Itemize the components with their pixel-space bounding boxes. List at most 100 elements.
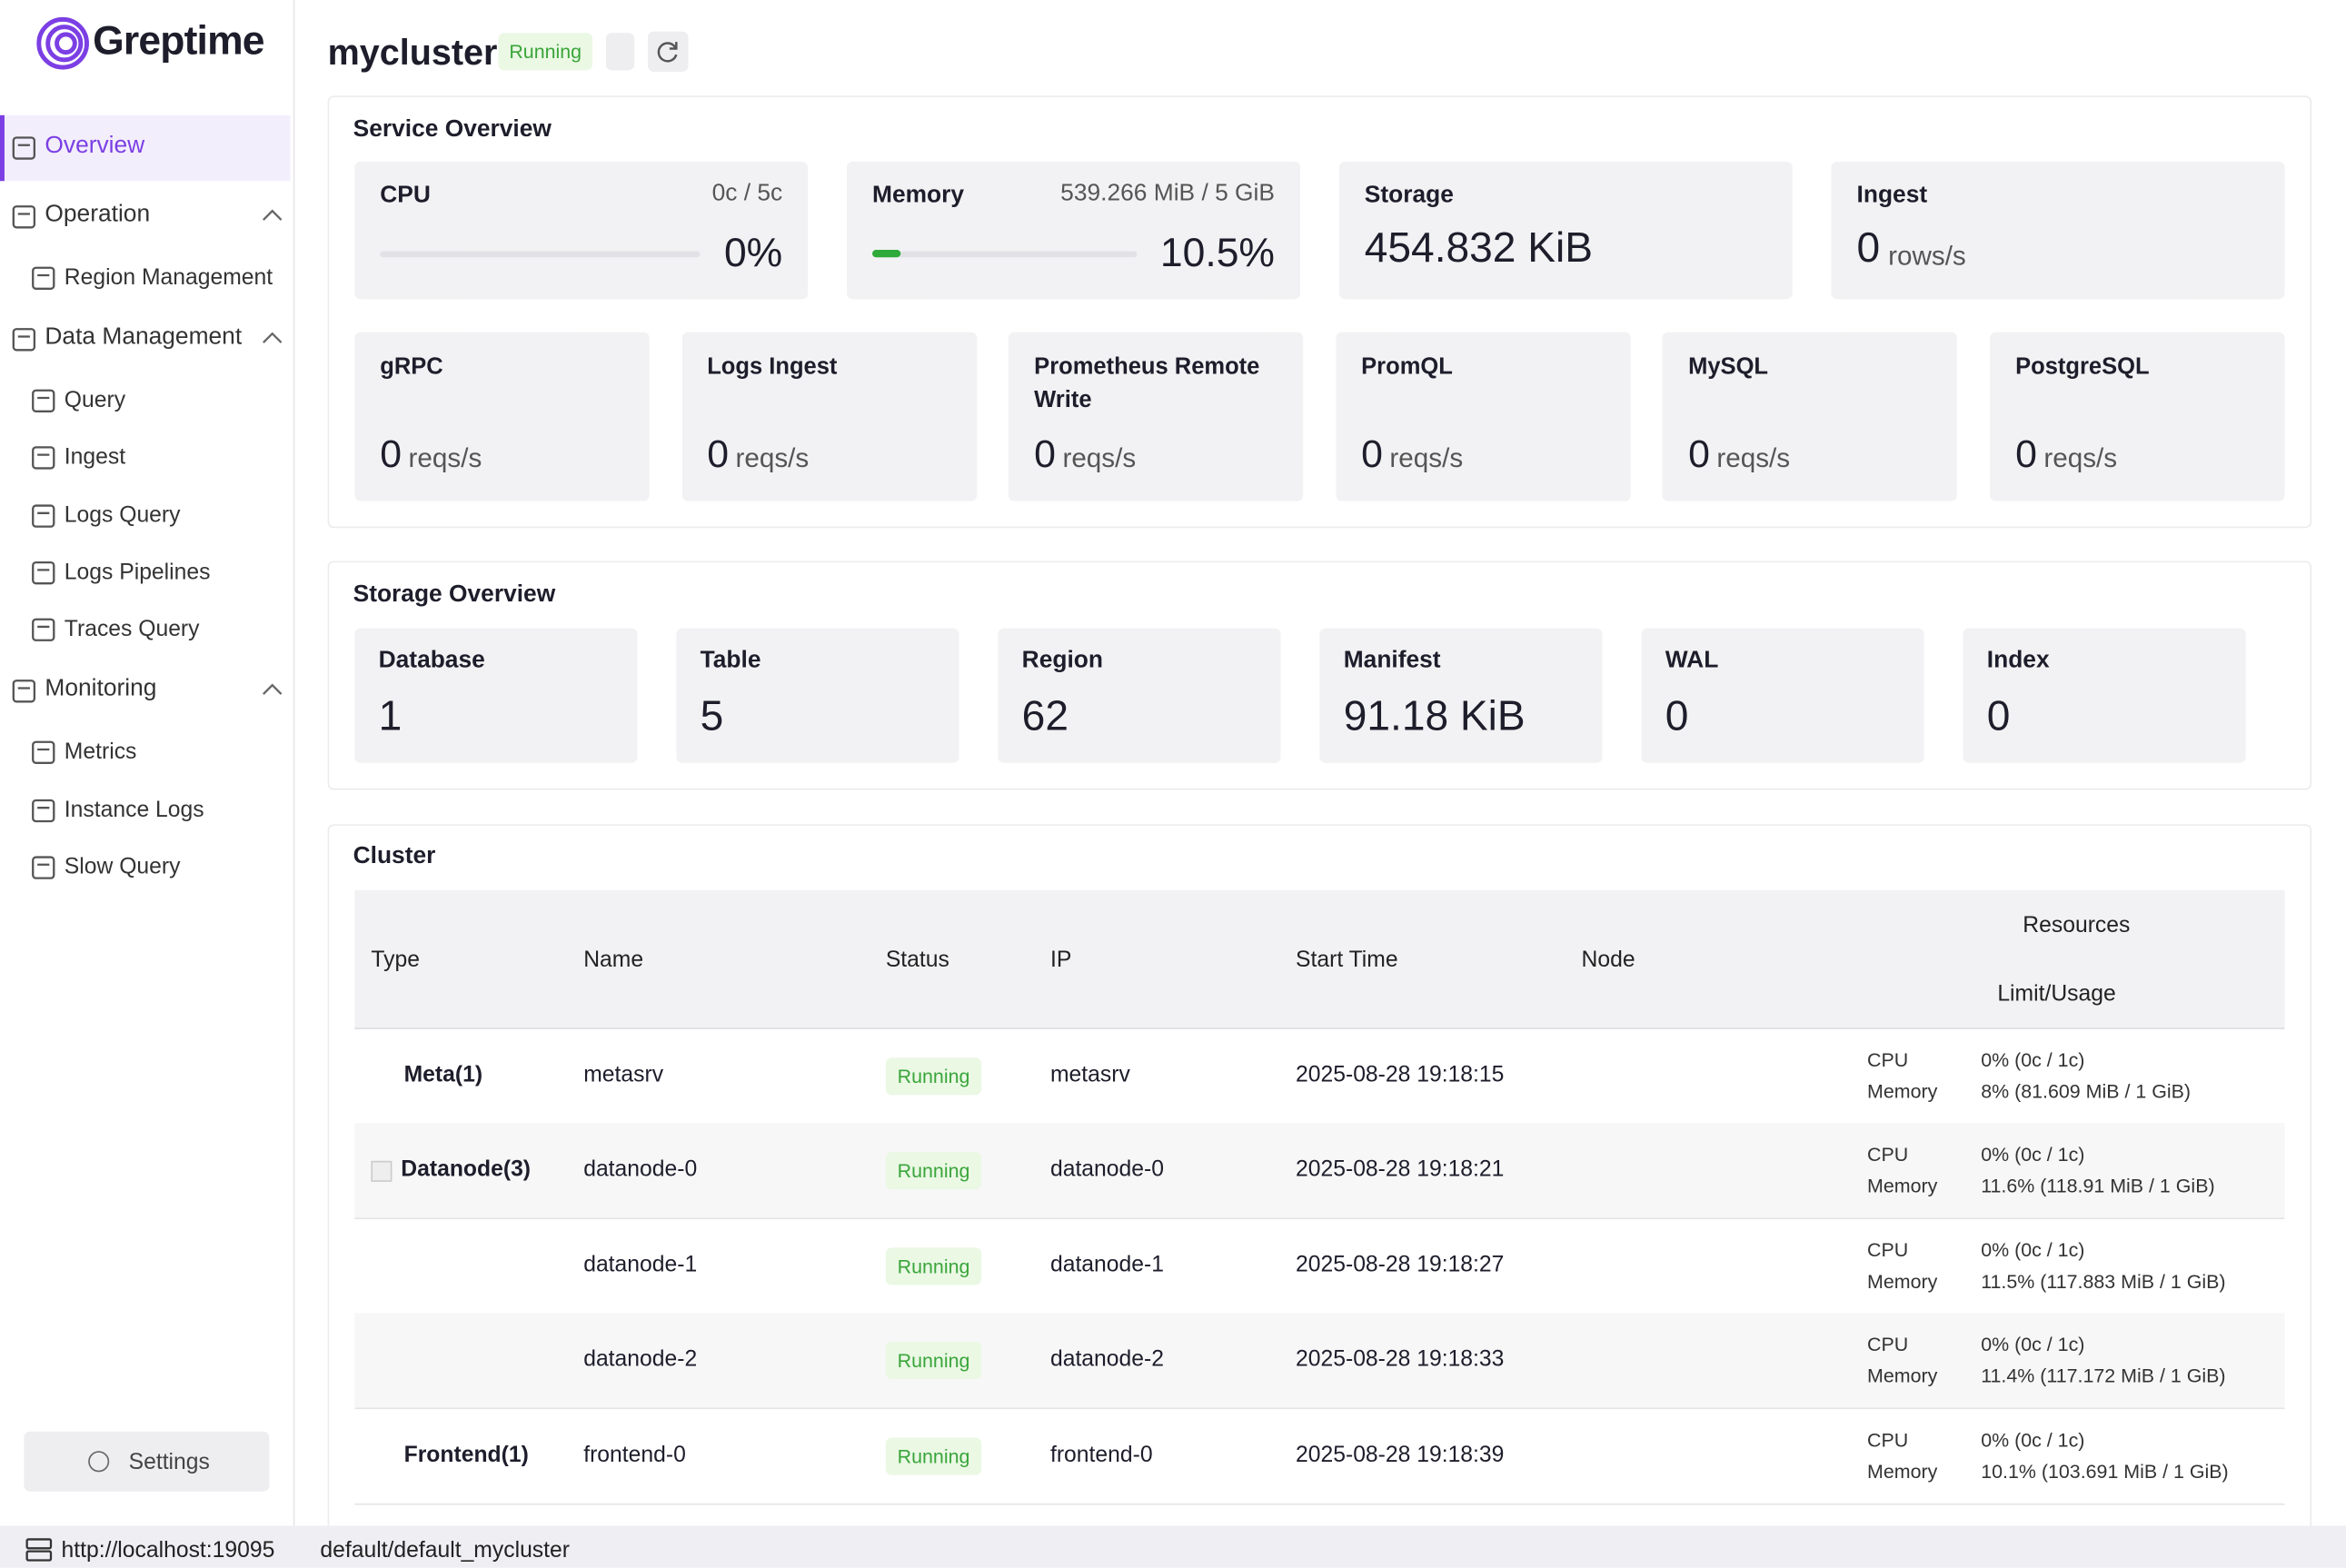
table-row bbox=[354, 1408, 2285, 1504]
nav-icon bbox=[32, 266, 55, 290]
nav-icon bbox=[12, 680, 36, 703]
storage-card: Region 62 bbox=[998, 628, 1281, 763]
resource-value: 11.6% (118.91 MiB / 1 GiB) bbox=[1981, 1175, 2215, 1197]
card-label: gRPC bbox=[380, 354, 443, 381]
row-name: datanode-2 bbox=[583, 1346, 698, 1373]
status-badge: Running bbox=[885, 1057, 982, 1096]
card-value: 0 bbox=[1986, 692, 2011, 739]
card-value: 5 bbox=[700, 692, 724, 739]
card-value: 0 bbox=[1688, 431, 1710, 476]
storage-card: WAL 0 bbox=[1641, 628, 1924, 763]
nav-sub-item[interactable]: Ingest bbox=[64, 444, 126, 471]
page-title: mycluster bbox=[327, 33, 498, 74]
card-label: Index bbox=[1986, 648, 2050, 674]
row-start-time: 2025-08-28 19:18:21 bbox=[1296, 1156, 1505, 1183]
card-label: Prometheus Remote Write bbox=[1034, 354, 1260, 413]
nav-icon bbox=[12, 136, 36, 160]
collapse-chevron[interactable] bbox=[262, 682, 283, 697]
column-header: Status bbox=[885, 947, 949, 973]
column-header: Node bbox=[1581, 947, 1635, 973]
nav-item[interactable]: Overview bbox=[45, 133, 145, 159]
card-detail: 0c / 5c bbox=[711, 181, 783, 207]
nav-active-bg bbox=[0, 114, 291, 182]
row-ip: frontend-0 bbox=[1049, 1441, 1153, 1467]
protocol-card: MySQL 0 reqs/s bbox=[1663, 332, 1958, 501]
nav-sub-item[interactable]: Traces Query bbox=[64, 616, 200, 642]
resource-value: 0% (0c / 1c) bbox=[1981, 1238, 2085, 1261]
resource-label: Memory bbox=[1867, 1269, 1938, 1293]
service-overview bbox=[327, 95, 2312, 529]
resource-value: 11.5% (117.883 MiB / 1 GiB) bbox=[1981, 1269, 2226, 1293]
card-unit: reqs/s bbox=[1062, 442, 1137, 473]
nav-sub-item[interactable]: Logs Query bbox=[64, 501, 181, 528]
card-label: CPU bbox=[380, 182, 431, 208]
nav-item[interactable]: Monitoring bbox=[45, 676, 157, 702]
card-value: 0 bbox=[380, 431, 403, 476]
metric-card: CPU 0c / 5c 0% bbox=[354, 161, 809, 300]
nav-sub-item[interactable]: Slow Query bbox=[64, 853, 181, 879]
card-unit: reqs/s bbox=[408, 442, 482, 473]
row-type: Meta(1) bbox=[403, 1062, 483, 1088]
card-label: Logs Ingest bbox=[707, 354, 838, 381]
resource-value: 10.1% (103.691 MiB / 1 GiB) bbox=[1981, 1459, 2229, 1483]
nav-sub-item[interactable]: Instance Logs bbox=[64, 796, 204, 822]
nav-sub-item[interactable]: Metrics bbox=[64, 739, 137, 765]
row-start-time: 2025-08-28 19:18:39 bbox=[1296, 1441, 1505, 1467]
resource-label: CPU bbox=[1867, 1143, 1909, 1166]
section-title: Storage Overview bbox=[353, 581, 556, 608]
status-badge: Running bbox=[885, 1246, 982, 1285]
column-header: Name bbox=[583, 947, 644, 973]
nav-sub-item[interactable]: Logs Pipelines bbox=[64, 559, 211, 585]
storage-overview bbox=[327, 561, 2312, 790]
row-ip: datanode-2 bbox=[1049, 1346, 1164, 1373]
collapse-chevron[interactable] bbox=[262, 331, 283, 345]
collapse-toggle[interactable] bbox=[371, 1161, 393, 1183]
card-unit: reqs/s bbox=[2043, 442, 2118, 473]
action-button[interactable] bbox=[605, 33, 635, 71]
nav-sub-item[interactable]: Region Management bbox=[64, 264, 273, 291]
nav-icon bbox=[32, 798, 55, 822]
status-badge: Running bbox=[885, 1436, 982, 1474]
row-ip: datanode-0 bbox=[1049, 1156, 1164, 1183]
card-label: Memory bbox=[872, 182, 965, 208]
resource-value: 0% (0c / 1c) bbox=[1981, 1048, 2085, 1072]
nav-item[interactable]: Data Management bbox=[45, 324, 243, 351]
progress-track bbox=[872, 251, 1138, 258]
section-title: Cluster bbox=[353, 843, 436, 869]
card-unit: rows/s bbox=[1888, 241, 1966, 272]
card-label: MySQL bbox=[1688, 354, 1769, 381]
protocol-card: PostgreSQL 0 reqs/s bbox=[1990, 332, 2285, 501]
row-start-time: 2025-08-28 19:18:33 bbox=[1296, 1346, 1505, 1373]
nav-sub-item[interactable]: Query bbox=[64, 387, 126, 413]
resource-label: CPU bbox=[1867, 1238, 1909, 1261]
footer-url: http://localhost:19095 bbox=[61, 1537, 275, 1563]
server-icon bbox=[25, 1538, 53, 1562]
card-value: 0 bbox=[1361, 431, 1383, 476]
row-type: Datanode(3) bbox=[401, 1156, 532, 1183]
collapse-chevron[interactable] bbox=[262, 208, 283, 223]
card-value: 0 bbox=[2015, 431, 2037, 476]
refresh-button[interactable] bbox=[648, 31, 689, 73]
card-label: Manifest bbox=[1343, 648, 1441, 674]
table-row bbox=[354, 1218, 2285, 1315]
nav-icon bbox=[32, 389, 55, 412]
card-value: 0 bbox=[707, 431, 730, 476]
nav-item[interactable]: Operation bbox=[45, 202, 151, 228]
resource-label: CPU bbox=[1867, 1333, 1909, 1356]
card-unit: reqs/s bbox=[1716, 442, 1791, 473]
settings-button[interactable]: Settings bbox=[24, 1431, 270, 1492]
row-start-time: 2025-08-28 19:18:27 bbox=[1296, 1251, 1505, 1277]
nav-icon bbox=[32, 856, 55, 879]
nav-icon bbox=[32, 618, 55, 642]
resource-value: 0% (0c / 1c) bbox=[1981, 1143, 2085, 1166]
card-value: 454.832 KiB bbox=[1364, 224, 1594, 272]
resource-label: Memory bbox=[1867, 1365, 1938, 1387]
card-label: Ingest bbox=[1856, 182, 1928, 208]
nav-icon bbox=[12, 205, 36, 229]
table-row bbox=[354, 1028, 2285, 1126]
card-label: Storage bbox=[1364, 182, 1454, 208]
row-ip: metasrv bbox=[1049, 1062, 1130, 1088]
row-name: datanode-1 bbox=[583, 1251, 698, 1277]
protocol-card: gRPC 0 reqs/s bbox=[354, 332, 650, 501]
nav-icon bbox=[32, 561, 55, 585]
